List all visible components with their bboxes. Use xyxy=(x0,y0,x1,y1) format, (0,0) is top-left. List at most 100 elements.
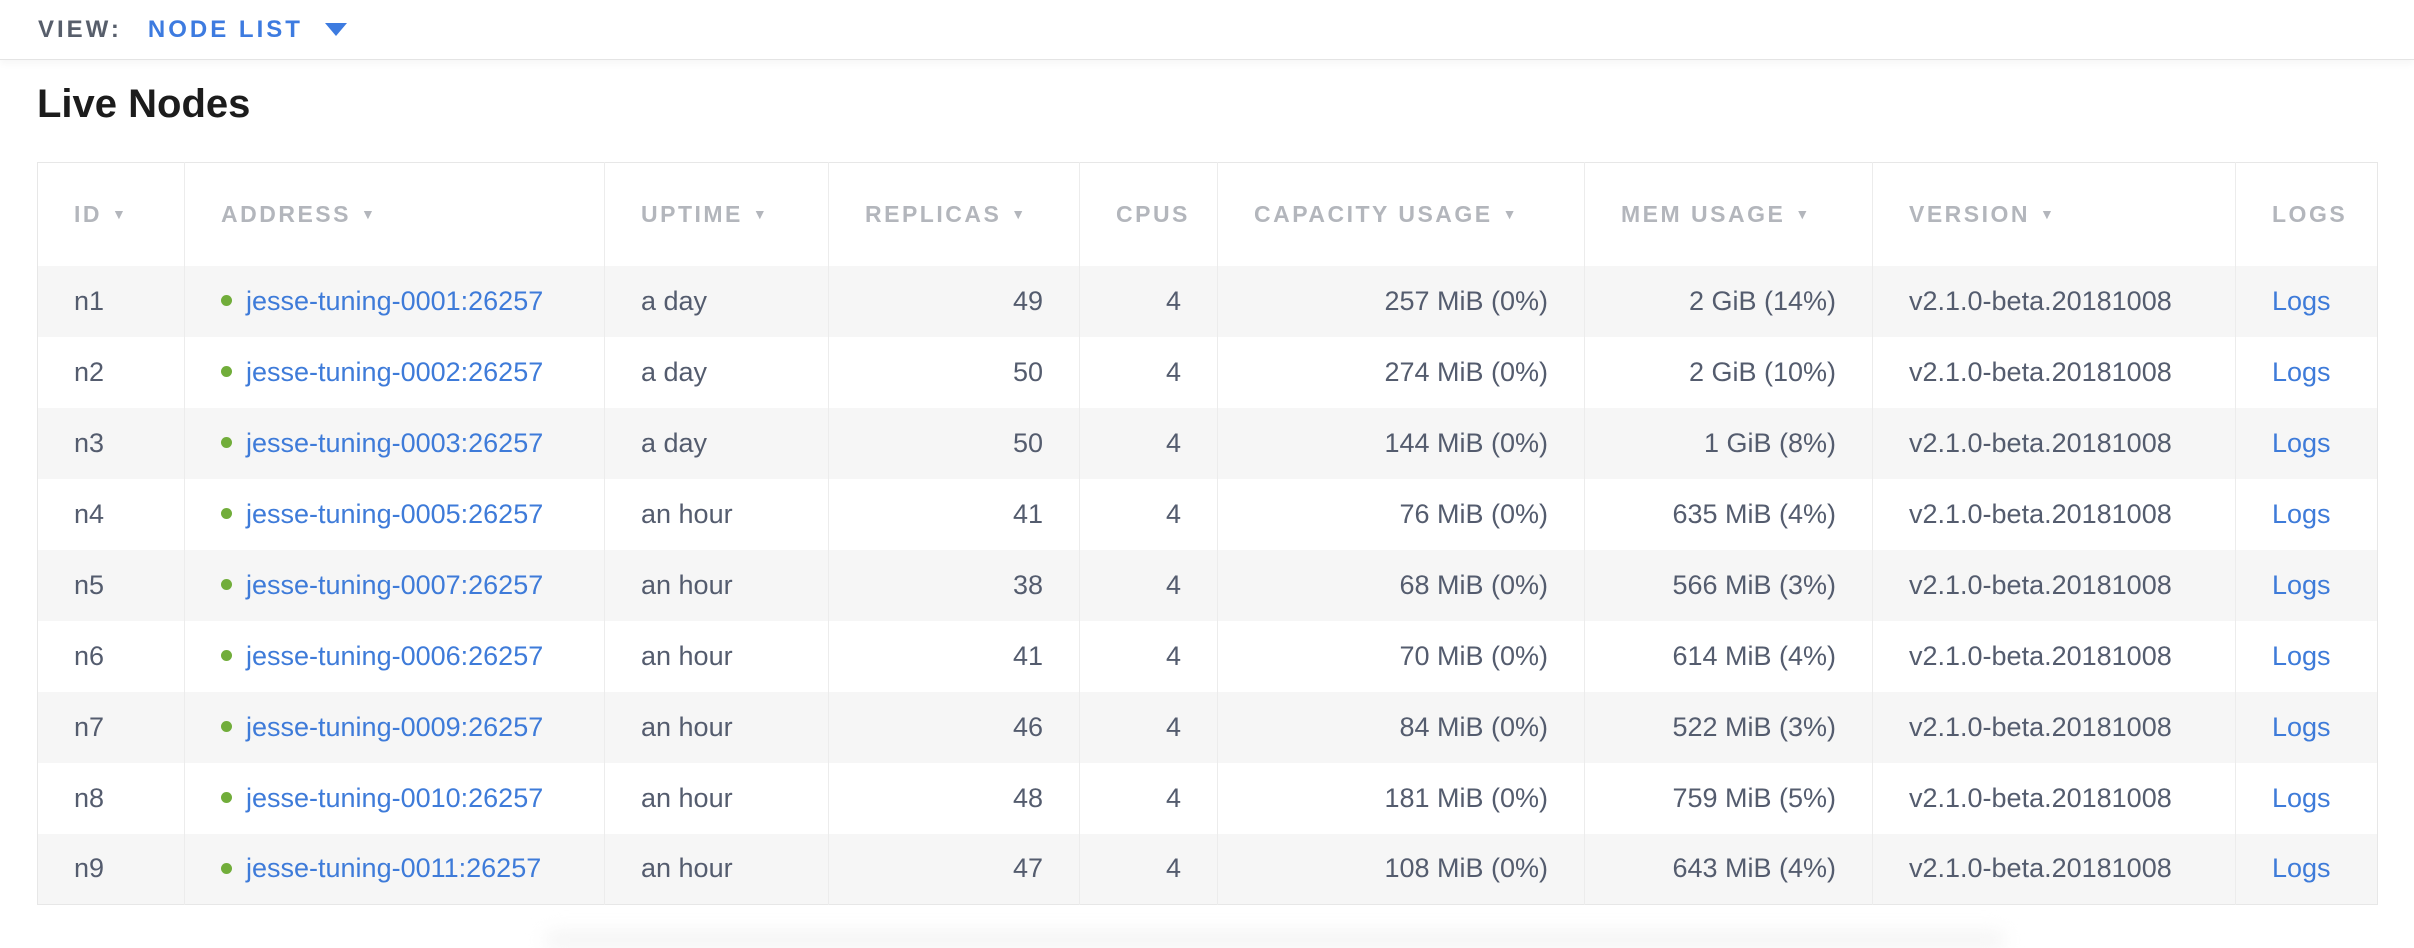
table-row: n5 jesse-tuning-0007:26257 an hour 38 4 … xyxy=(37,549,2378,621)
capacity-usage-cell: 257 MiB (0%) xyxy=(1217,265,1585,337)
col-header-id[interactable]: ID ▼ xyxy=(37,162,185,266)
replicas-cell: 41 xyxy=(828,478,1080,550)
table-row: n3 jesse-tuning-0003:26257 a day 50 4 14… xyxy=(37,407,2378,479)
uptime-cell: a day xyxy=(604,407,829,479)
replicas-cell: 47 xyxy=(828,833,1080,905)
sort-arrow-icon: ▼ xyxy=(1502,205,1519,222)
table-header-row: ID ▼ ADDRESS ▼ UPTIME ▼ REPLICAS ▼ CPUS CAPA… xyxy=(37,162,2378,266)
address-link[interactable]: jesse-tuning-0010:26257 xyxy=(246,782,544,813)
replicas-cell: 48 xyxy=(828,762,1080,834)
table-row: n4 jesse-tuning-0005:26257 an hour 41 4 … xyxy=(37,478,2378,550)
cpus-cell: 4 xyxy=(1079,407,1218,479)
address-cell: jesse-tuning-0011:26257 xyxy=(184,833,605,905)
address-link[interactable]: jesse-tuning-0007:26257 xyxy=(246,569,544,600)
node-id-cell: n5 xyxy=(37,549,185,621)
uptime-cell: a day xyxy=(604,336,829,408)
logs-link[interactable]: Logs xyxy=(2272,569,2331,600)
logs-link[interactable]: Logs xyxy=(2272,356,2331,387)
table-row: n7 jesse-tuning-0009:26257 an hour 46 4 … xyxy=(37,691,2378,763)
uptime-cell: an hour xyxy=(604,833,829,905)
view-dropdown[interactable]: NODE LIST xyxy=(148,16,347,44)
node-live-status-icon xyxy=(221,578,232,590)
node-live-status-icon xyxy=(221,436,232,448)
address-cell: jesse-tuning-0002:26257 xyxy=(184,336,605,408)
node-id-cell: n1 xyxy=(37,265,185,337)
logs-link[interactable]: Logs xyxy=(2272,285,2331,316)
address-link[interactable]: jesse-tuning-0003:26257 xyxy=(246,427,544,458)
uptime-cell: an hour xyxy=(604,549,829,621)
col-header-capacity-usage[interactable]: CAPACITY USAGE ▼ xyxy=(1217,162,1585,266)
capacity-usage-cell: 144 MiB (0%) xyxy=(1217,407,1585,479)
address-link[interactable]: jesse-tuning-0011:26257 xyxy=(246,853,542,884)
replicas-cell: 46 xyxy=(828,691,1080,763)
address-link[interactable]: jesse-tuning-0001:26257 xyxy=(246,285,544,316)
col-header-label: CPUS xyxy=(1116,200,1190,227)
mem-usage-cell: 759 MiB (5%) xyxy=(1584,762,1873,834)
view-selector-bar: VIEW: NODE LIST xyxy=(0,0,2414,60)
address-link[interactable]: jesse-tuning-0005:26257 xyxy=(246,498,544,529)
cpus-cell: 4 xyxy=(1079,833,1218,905)
node-id-cell: n4 xyxy=(37,478,185,550)
live-nodes-section: Live Nodes ID ▼ ADDRESS ▼ UPTIME ▼ REPLICAS… xyxy=(0,81,2414,905)
address-link[interactable]: jesse-tuning-0006:26257 xyxy=(246,640,544,671)
logs-link[interactable]: Logs xyxy=(2272,498,2331,529)
col-header-mem-usage[interactable]: MEM USAGE ▼ xyxy=(1584,162,1873,266)
col-header-replicas[interactable]: REPLICAS ▼ xyxy=(828,162,1080,266)
node-live-status-icon xyxy=(221,294,232,306)
node-live-status-icon xyxy=(221,365,232,377)
cpus-cell: 4 xyxy=(1079,691,1218,763)
replicas-cell: 50 xyxy=(828,407,1080,479)
address-link[interactable]: jesse-tuning-0009:26257 xyxy=(246,711,544,742)
col-header-logs: LOGS xyxy=(2236,163,2378,266)
logs-link[interactable]: Logs xyxy=(2272,711,2331,742)
node-live-status-icon xyxy=(221,507,232,519)
version-cell: v2.1.0-beta.20181008 xyxy=(1872,691,2236,763)
address-link[interactable]: jesse-tuning-0002:26257 xyxy=(246,356,544,387)
mem-usage-cell: 2 GiB (10%) xyxy=(1584,336,1873,408)
replicas-cell: 49 xyxy=(828,265,1080,337)
version-cell: v2.1.0-beta.20181008 xyxy=(1872,265,2236,337)
table-row: n8 jesse-tuning-0010:26257 an hour 48 4 … xyxy=(37,762,2378,834)
version-cell: v2.1.0-beta.20181008 xyxy=(1872,620,2236,692)
col-header-label: LOGS xyxy=(2272,200,2348,227)
cpus-cell: 4 xyxy=(1079,336,1218,408)
sort-arrow-icon: ▼ xyxy=(2040,205,2057,222)
col-header-label: VERSION xyxy=(1909,200,2031,227)
node-id-cell: n8 xyxy=(37,762,185,834)
address-cell: jesse-tuning-0003:26257 xyxy=(184,407,605,479)
cpus-cell: 4 xyxy=(1079,620,1218,692)
version-cell: v2.1.0-beta.20181008 xyxy=(1872,478,2236,550)
logs-cell: Logs xyxy=(2236,550,2378,621)
cpus-cell: 4 xyxy=(1079,762,1218,834)
col-header-address[interactable]: ADDRESS ▼ xyxy=(184,162,605,266)
col-header-version[interactable]: VERSION ▼ xyxy=(1872,162,2236,266)
sort-arrow-icon: ▼ xyxy=(752,205,770,222)
cpus-cell: 4 xyxy=(1079,265,1218,337)
col-header-label: ADDRESS xyxy=(221,200,351,227)
node-id-cell: n7 xyxy=(37,691,185,763)
table-row: n1 jesse-tuning-0001:26257 a day 49 4 25… xyxy=(37,265,2378,337)
node-id-cell: n3 xyxy=(37,407,185,479)
col-header-cpus: CPUS xyxy=(1079,162,1218,266)
col-header-uptime[interactable]: UPTIME ▼ xyxy=(604,162,829,266)
node-live-status-icon xyxy=(221,720,232,732)
logs-link[interactable]: Logs xyxy=(2272,640,2331,671)
logs-link[interactable]: Logs xyxy=(2272,853,2331,884)
logs-link[interactable]: Logs xyxy=(2272,427,2331,458)
view-dropdown-value: NODE LIST xyxy=(147,15,303,43)
node-live-status-icon xyxy=(221,862,232,874)
address-cell: jesse-tuning-0009:26257 xyxy=(184,691,605,763)
mem-usage-cell: 566 MiB (3%) xyxy=(1584,549,1873,621)
mem-usage-cell: 643 MiB (4%) xyxy=(1584,833,1873,905)
view-label: VIEW: xyxy=(38,15,122,43)
capacity-usage-cell: 68 MiB (0%) xyxy=(1217,549,1585,621)
logs-link[interactable]: Logs xyxy=(2272,782,2331,813)
address-cell: jesse-tuning-0010:26257 xyxy=(184,762,605,834)
page-title: Live Nodes xyxy=(37,82,251,126)
table-row: n2 jesse-tuning-0002:26257 a day 50 4 27… xyxy=(37,336,2378,408)
sort-arrow-icon: ▼ xyxy=(360,205,378,222)
logs-cell: Logs xyxy=(2236,479,2378,550)
replicas-cell: 38 xyxy=(828,549,1080,621)
node-id-cell: n6 xyxy=(37,620,185,692)
live-nodes-table: ID ▼ ADDRESS ▼ UPTIME ▼ REPLICAS ▼ CPUS CAPA… xyxy=(37,162,2378,905)
